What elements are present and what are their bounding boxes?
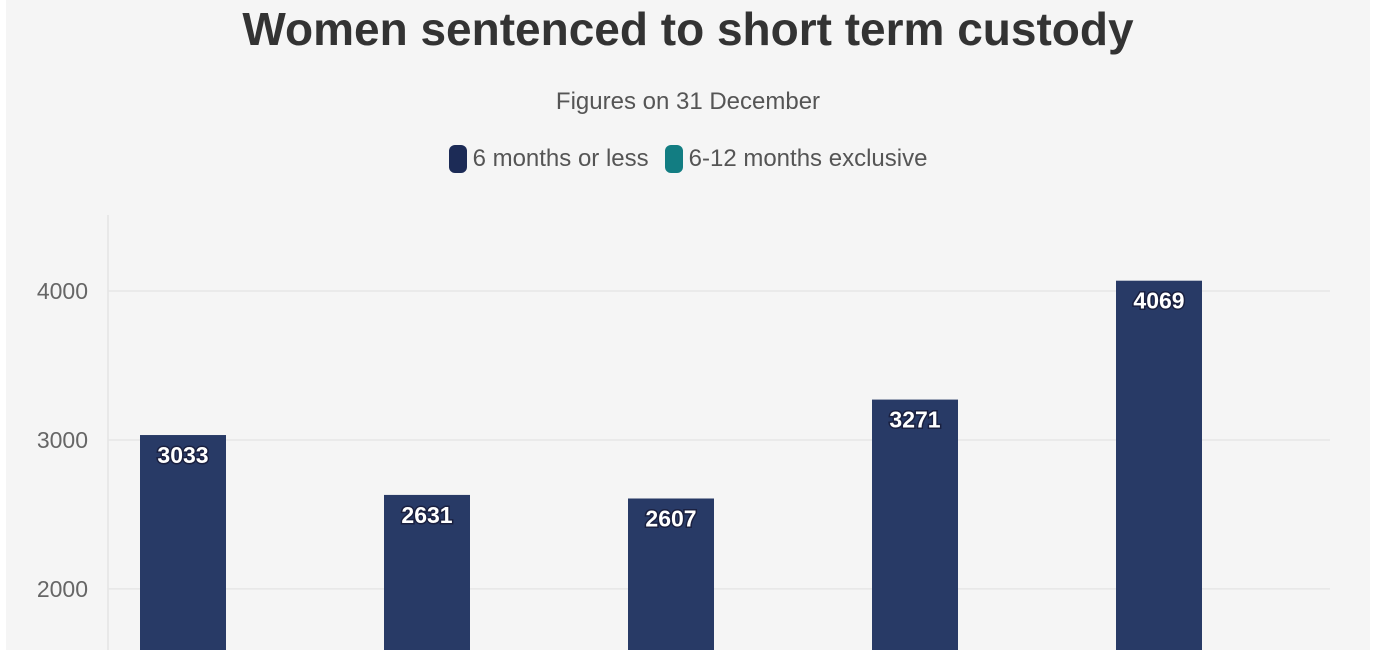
bar-value-label: 3271	[889, 407, 940, 433]
chart-subtitle: Figures on 31 December	[555, 88, 821, 115]
legend-label: 6-12 months exclusive	[688, 145, 928, 172]
legend-item-6-months-or-less[interactable]: 6 months or less	[448, 145, 649, 173]
bar	[384, 494, 470, 650]
y-tick-label: 2000	[37, 576, 88, 602]
bar	[1116, 280, 1202, 650]
bar-value-label: 3033	[157, 442, 208, 468]
bar-value-label: 4069	[1133, 288, 1184, 314]
legend-item-6-12-months-exclusive[interactable]: 6-12 months exclusive	[664, 145, 928, 173]
legend-label: 6 months or less	[472, 145, 649, 172]
y-tick-label: 4000	[37, 278, 88, 304]
bar-value-label: 2631	[401, 502, 452, 528]
y-tick-label: 3000	[37, 427, 88, 453]
bar	[140, 435, 226, 650]
chart-title: Women sentenced to short term custody	[242, 3, 1134, 55]
legend-swatch	[448, 145, 467, 173]
bar-value-label: 2607	[645, 505, 696, 531]
bar	[628, 498, 714, 650]
chart-legend: 6 months or less 6-12 months exclusive	[0, 145, 1376, 173]
bar	[872, 399, 958, 650]
legend-swatch	[664, 145, 683, 173]
